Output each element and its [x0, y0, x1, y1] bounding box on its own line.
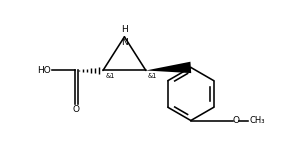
Text: HO: HO: [37, 66, 51, 75]
Text: O: O: [232, 116, 239, 125]
Text: &1: &1: [148, 73, 157, 79]
Text: &1: &1: [106, 73, 115, 79]
Text: H: H: [122, 25, 128, 34]
Polygon shape: [146, 62, 191, 73]
Text: O: O: [72, 105, 79, 114]
Text: CH₃: CH₃: [249, 116, 264, 125]
Text: N: N: [122, 38, 128, 47]
